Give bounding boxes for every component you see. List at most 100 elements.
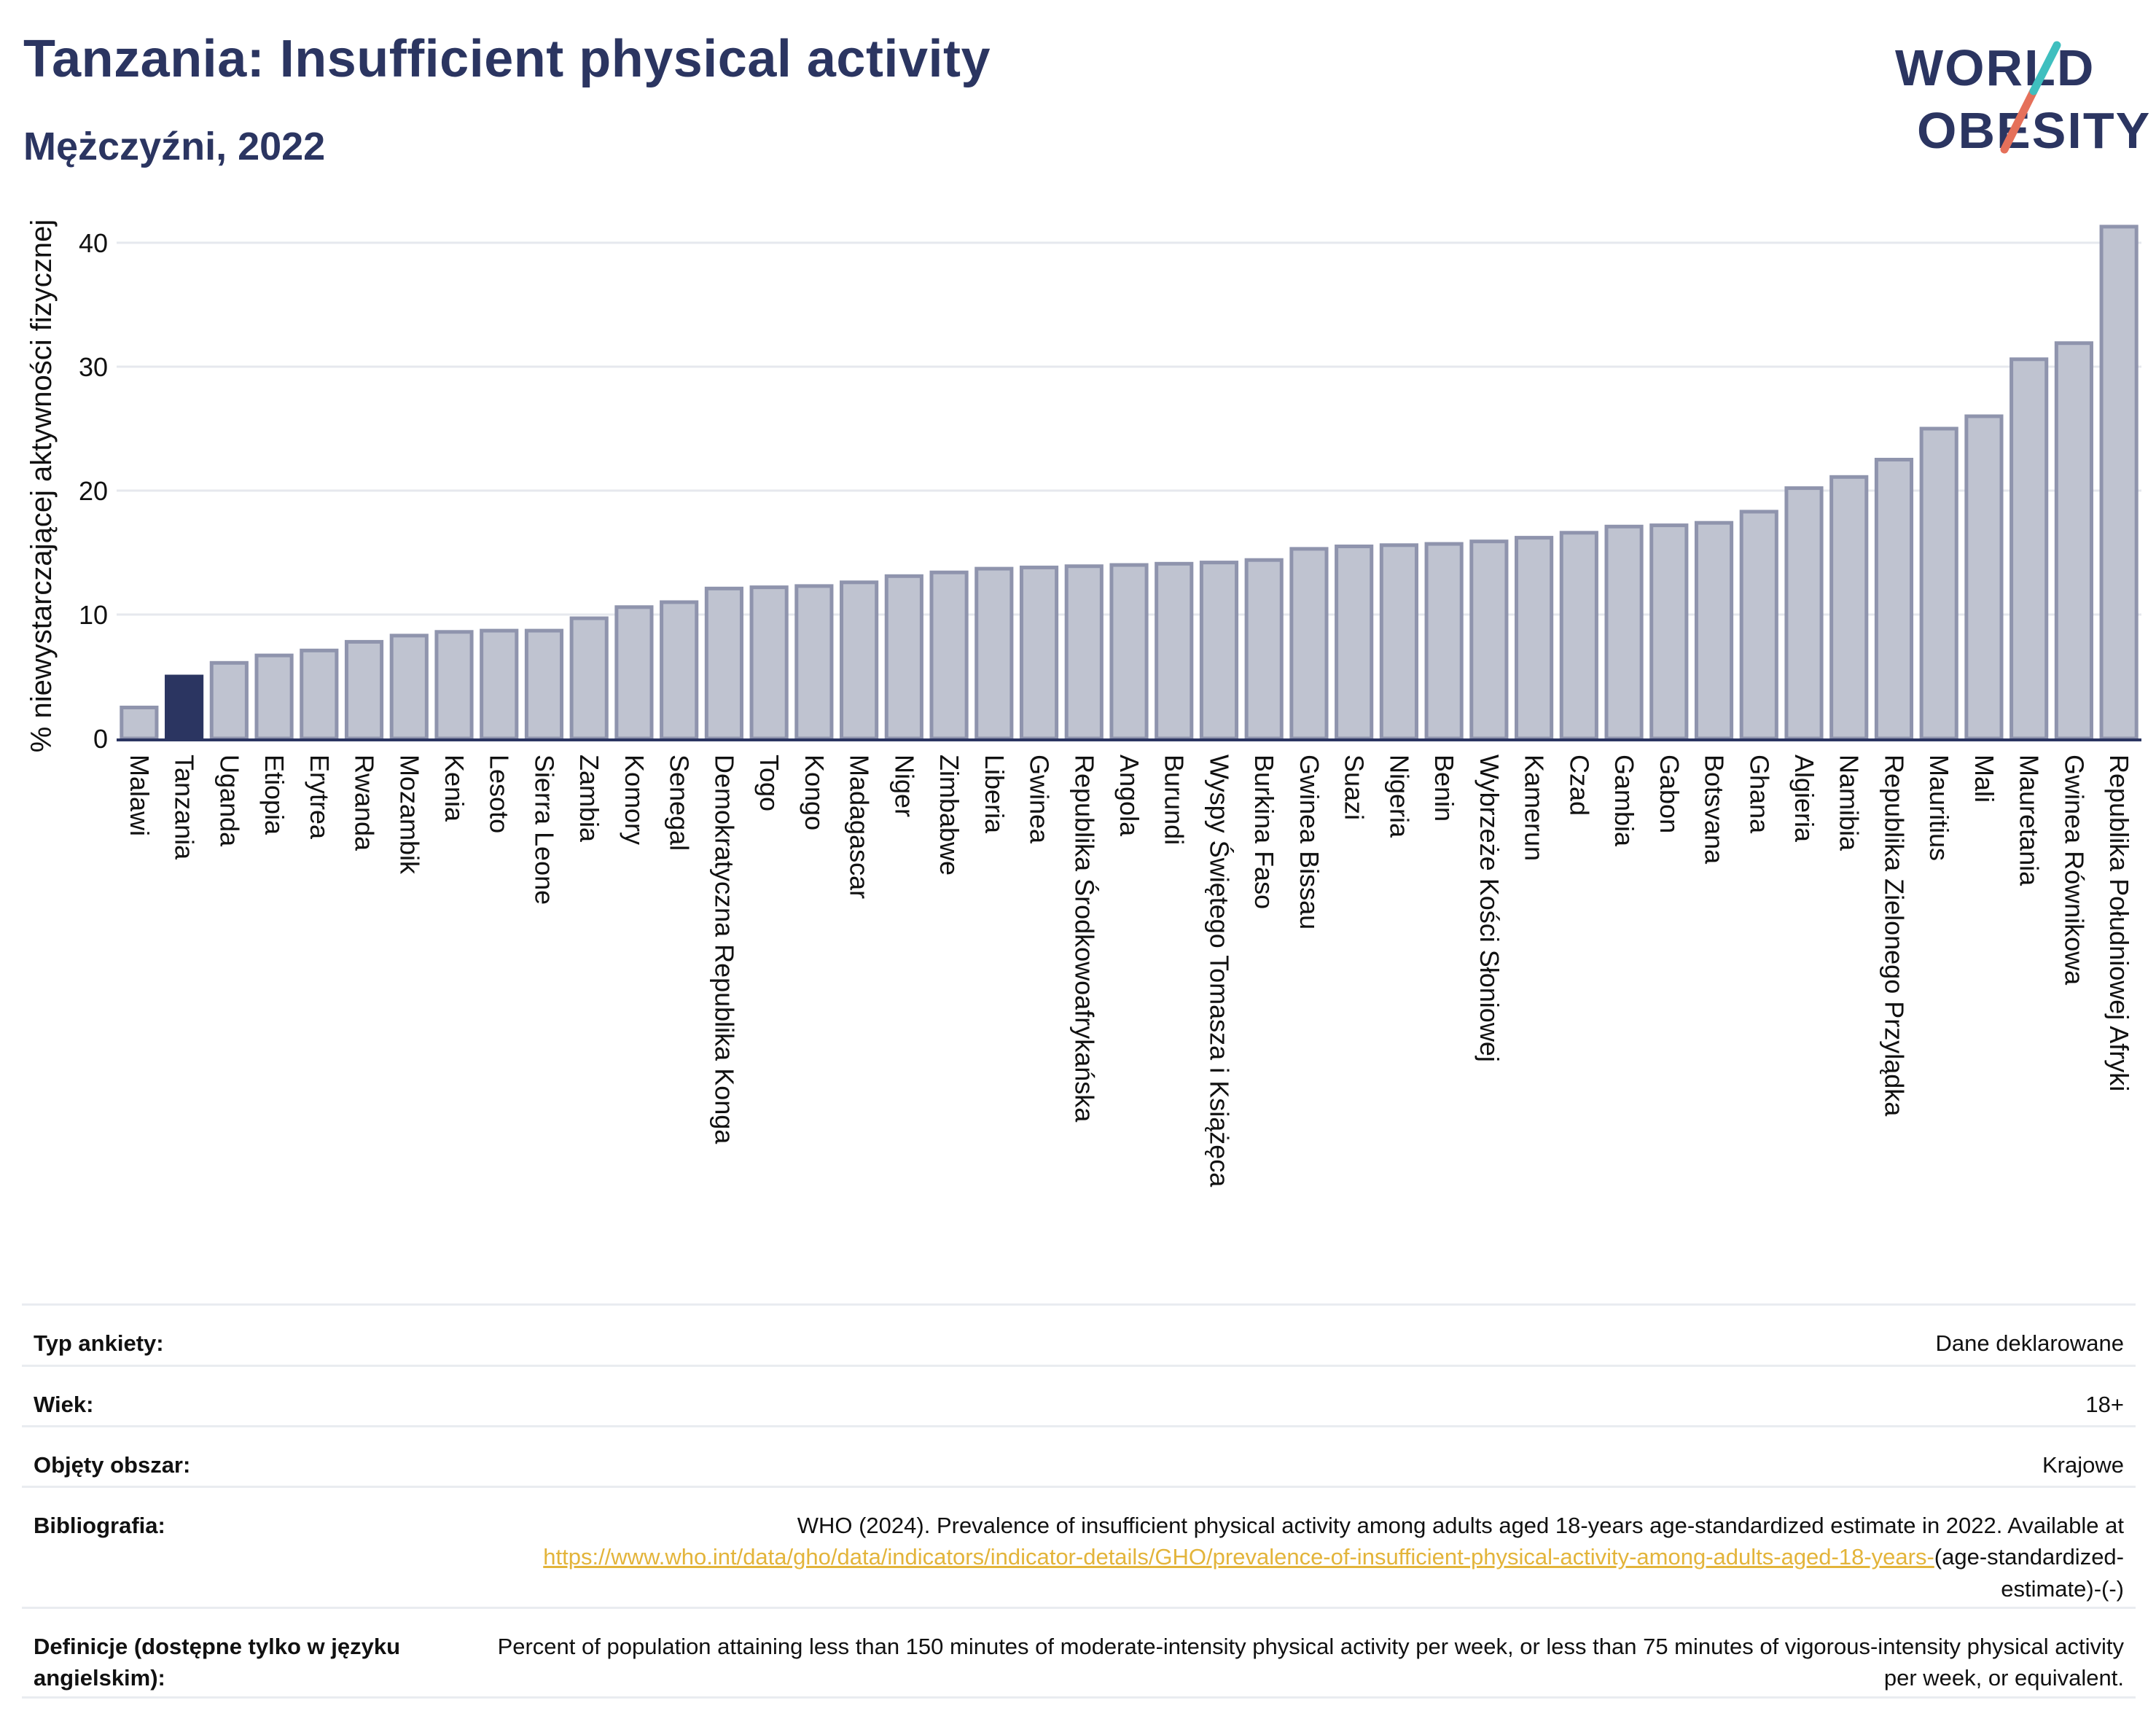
y-tick-label: 40 — [79, 228, 108, 258]
bar — [794, 584, 834, 741]
bar — [1559, 531, 1598, 741]
age-value: 18+ — [2085, 1392, 2124, 1417]
x-tick-label: Erytrea — [305, 755, 335, 840]
bibliography-value: WHO (2024). Prevalence of insufficient p… — [484, 1510, 2124, 1605]
x-tick-label: Kenia — [440, 755, 469, 822]
bar — [2099, 225, 2139, 741]
y-tick-label: 20 — [79, 476, 108, 506]
x-tick-label: Tanzania — [170, 755, 200, 860]
x-tick-label: Rwanda — [350, 755, 380, 851]
bar — [344, 639, 384, 741]
info-table: Typ ankiety: Dane deklarowane Wiek: 18+ … — [22, 1303, 2136, 1699]
bar — [1515, 536, 1554, 741]
x-tick-label: Czad — [1564, 755, 1594, 816]
age-label: Wiek: — [34, 1392, 94, 1417]
x-tick-label: Republika Południowej Afryki — [2104, 755, 2134, 1091]
x-tick-label: Etiopia — [259, 755, 289, 835]
info-row-age: Wiek: 18+ — [22, 1365, 2136, 1425]
x-tick-label: Angola — [1114, 755, 1144, 837]
x-tick-label: Gwinea Bissau — [1294, 755, 1324, 929]
page-subtitle: Mężczyźni, 2022 — [23, 125, 326, 168]
bar — [254, 653, 294, 741]
bar — [975, 566, 1014, 741]
bar — [614, 605, 654, 741]
logo-slash-icon — [2000, 41, 2061, 154]
bar — [1199, 561, 1239, 741]
bar — [840, 580, 879, 741]
x-tick-label: Burkina Faso — [1249, 755, 1279, 909]
bar — [884, 574, 923, 741]
x-tick-label: Senegal — [665, 755, 695, 851]
bar — [1829, 475, 1869, 741]
bar — [1424, 542, 1464, 741]
area-value: Krajowe — [2042, 1452, 2124, 1478]
bibliography-link[interactable]: https://www.who.int/data/gho/data/indica… — [543, 1544, 1934, 1570]
x-tick-label: Madagascar — [845, 755, 875, 899]
info-row-survey: Typ ankiety: Dane deklarowane — [22, 1303, 2136, 1365]
x-tick-label: Kongo — [800, 755, 829, 830]
bar — [1335, 545, 1374, 741]
x-tick-label: Kamerun — [1520, 755, 1550, 861]
area-label: Objęty obszar: — [34, 1452, 191, 1478]
x-tick-label: Namibia — [1835, 755, 1864, 851]
x-tick-label: Republika Środkowoafrykańska — [1069, 755, 1100, 1123]
y-axis-label: % niewystarczającej aktywności fizycznej — [26, 219, 58, 752]
bar — [2009, 357, 2049, 741]
bar — [1469, 539, 1509, 741]
bar — [1064, 564, 1104, 741]
x-tick-label: Togo — [754, 755, 784, 811]
x-tick-label: Gabon — [1655, 755, 1684, 833]
bar-chart: 0 10 20 30 40 % niewystarczającej aktywności … — [26, 219, 2141, 1188]
info-row-bibliography: Bibliografia: WHO (2024). Prevalence of … — [22, 1486, 2136, 1607]
bar — [1109, 563, 1149, 741]
x-tick-label: Wybrzeże Kości Słoniowej — [1475, 755, 1504, 1062]
logo-line-2: OBESITY — [1917, 102, 2152, 159]
x-tick-label: Malawi — [125, 755, 155, 836]
info-row-definition: Definicje (dostępne tylko w języku angie… — [22, 1607, 2136, 1699]
bar — [1289, 547, 1329, 741]
bar — [209, 660, 249, 741]
x-tick-label: Gwinea — [1025, 755, 1055, 844]
y-tick-label: 0 — [93, 724, 108, 754]
bar — [569, 616, 609, 741]
x-tick-label: Republika Zielonego Przylądka — [1879, 755, 1909, 1117]
logo-line-1: WORLD — [1895, 39, 2096, 96]
x-tick-label: Liberia — [980, 755, 1009, 834]
y-tick-label: 10 — [79, 600, 108, 630]
x-tick-label: Mozambik — [394, 755, 424, 875]
x-tick-label: Zambia — [574, 755, 604, 843]
bar — [1739, 510, 1778, 741]
x-tick-label: Lesoto — [485, 755, 515, 833]
x-tick-label: Uganda — [214, 755, 244, 847]
bar — [2054, 341, 2093, 741]
x-tick-label: Sierra Leone — [529, 755, 559, 905]
bar — [1919, 426, 1958, 741]
info-row-area: Objęty obszar: Krajowe — [22, 1425, 2136, 1486]
x-tick-label: Gwinea Równikowa — [2059, 755, 2089, 986]
x-tick-label: Wyspy Świętego Tomasza i Książęca — [1204, 755, 1235, 1188]
bar — [929, 570, 969, 741]
x-tick-label: Mali — [1969, 755, 1999, 803]
bar — [524, 628, 564, 741]
x-tick-label: Botsvana — [1700, 755, 1730, 865]
bar — [1155, 561, 1194, 741]
bar — [300, 648, 339, 741]
bar — [660, 600, 699, 741]
bar — [704, 586, 743, 741]
bar — [1964, 414, 2004, 741]
x-tick-label: Burundi — [1160, 755, 1190, 845]
x-tick-label: Benin — [1429, 755, 1459, 822]
x-tick-label: Gambia — [1609, 755, 1639, 847]
world-obesity-logo: WORLD OBESITY — [1895, 29, 2149, 160]
x-tick-label: Algieria — [1789, 755, 1819, 843]
bibliography-text: WHO (2024). Prevalence of insufficient p… — [797, 1513, 2124, 1538]
x-tick-label: Nigeria — [1384, 755, 1414, 838]
x-tick-label: Mauritius — [1924, 755, 1954, 861]
x-tick-label: Demokratyczna Republika Konga — [709, 755, 739, 1145]
bibliography-label: Bibliografia: — [34, 1513, 165, 1538]
x-tick-label: Zimbabwe — [934, 755, 964, 876]
definition-label: Definicje (dostępne tylko w języku angie… — [34, 1634, 401, 1691]
bar — [1784, 486, 1824, 741]
x-tick-label: Suazi — [1340, 755, 1370, 820]
survey-type-label: Typ ankiety: — [34, 1330, 164, 1356]
